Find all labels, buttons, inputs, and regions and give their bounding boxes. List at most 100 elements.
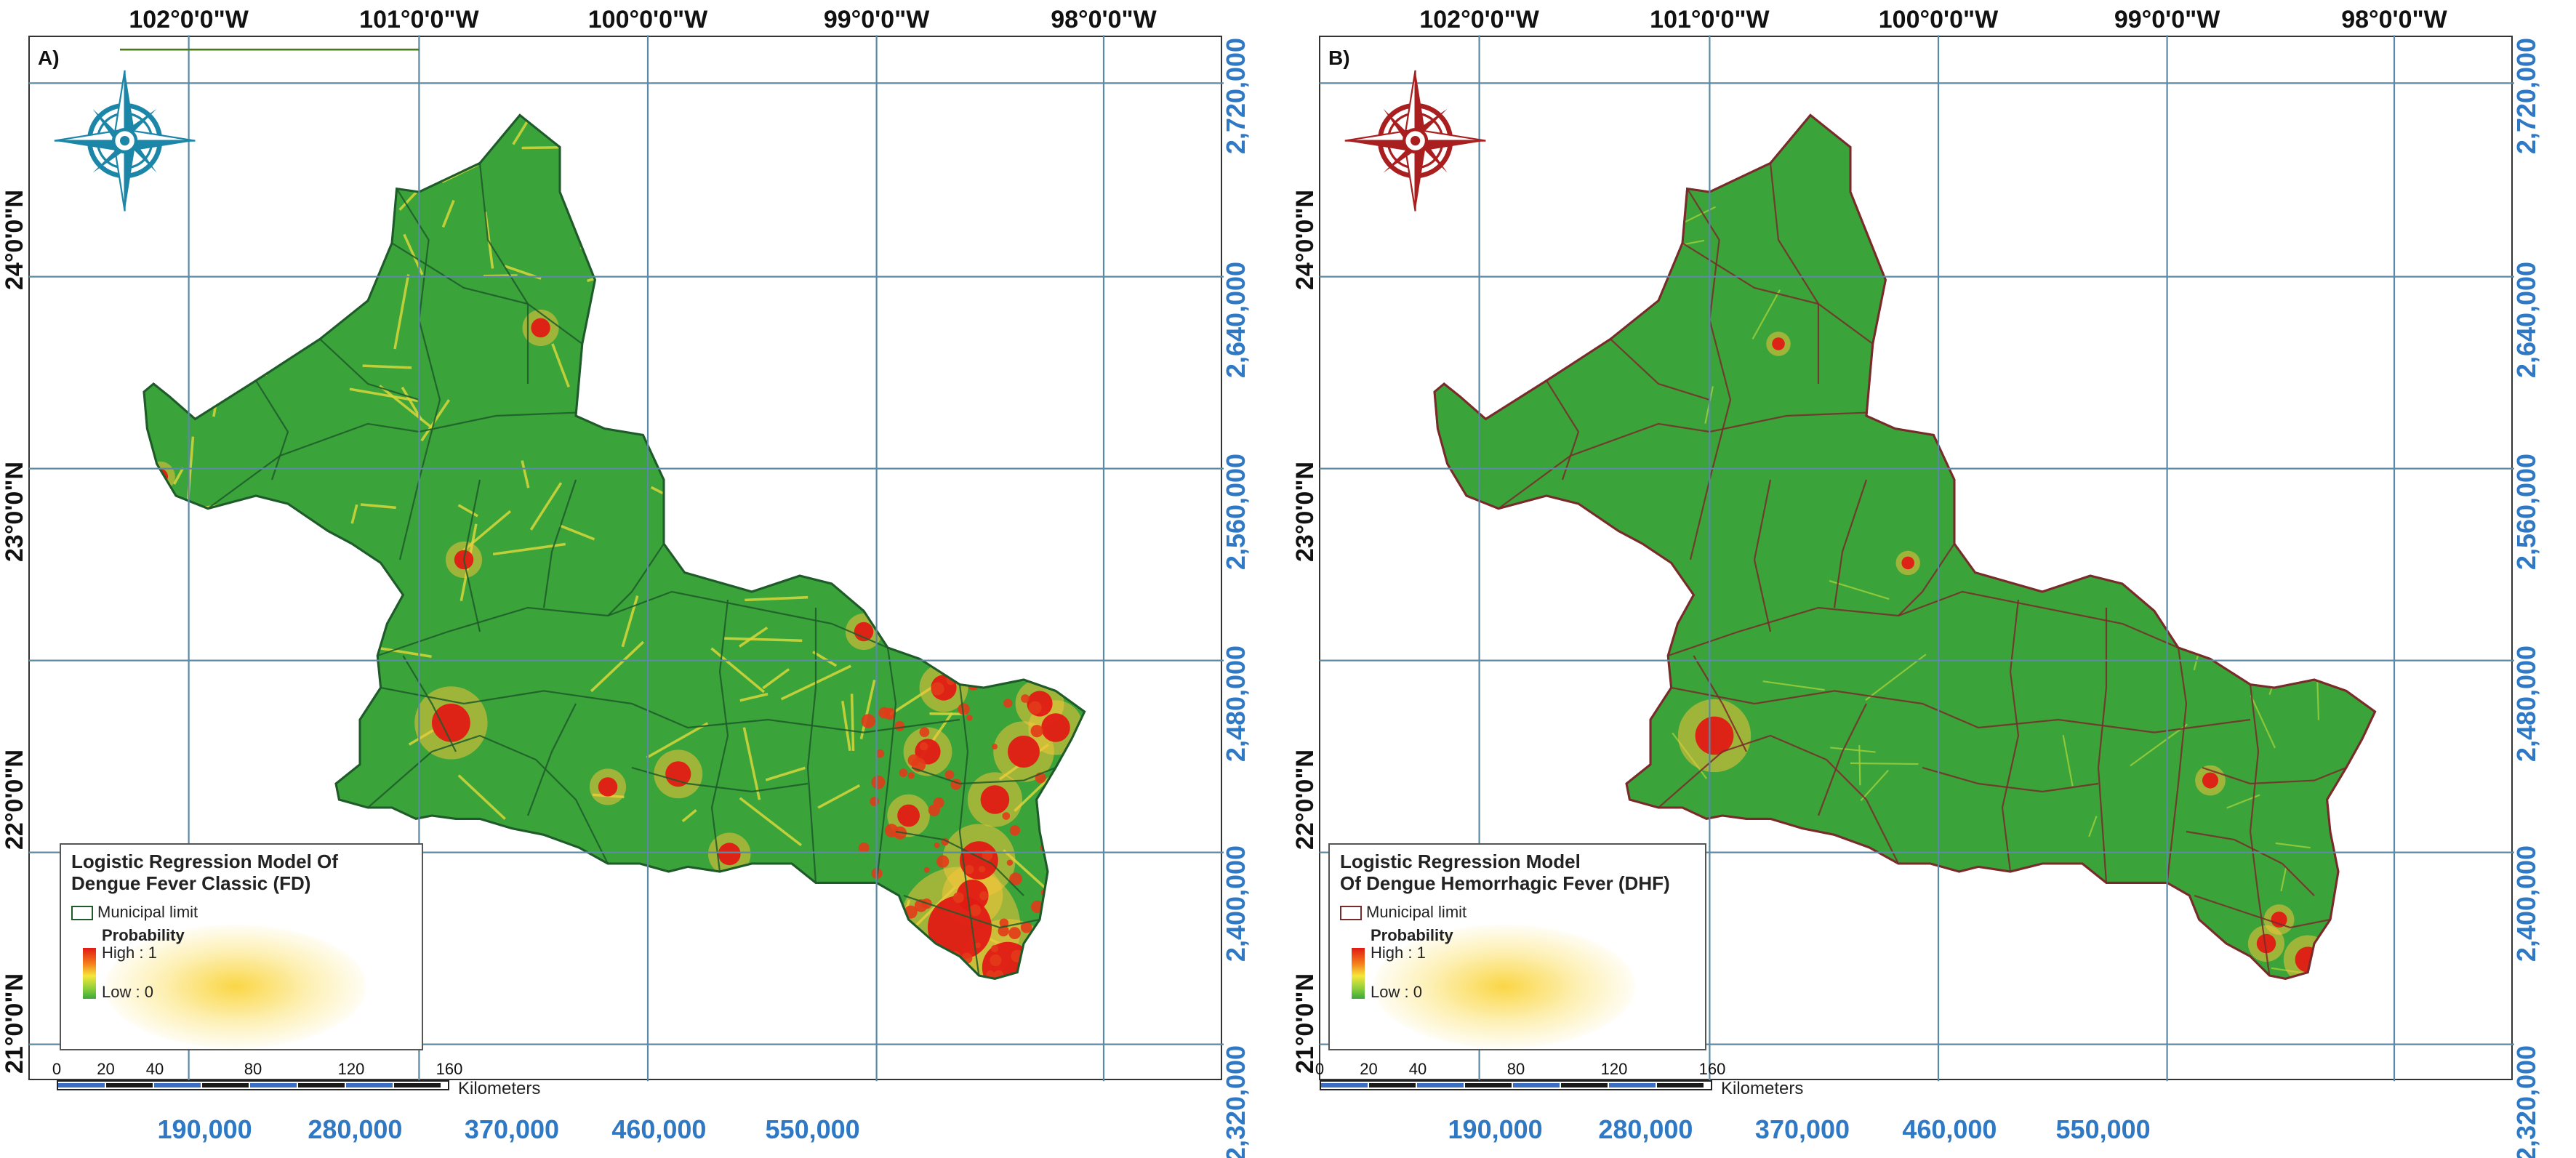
scale-bar-segment: [58, 1083, 105, 1087]
northing-label: 2,720,000: [1221, 37, 1251, 155]
risk-speckle: [936, 855, 950, 868]
risk-speckle: [870, 797, 880, 806]
probability-color-ramp: [83, 948, 96, 999]
risk-speckle: [1030, 725, 1043, 738]
municipal-boundary: [1682, 242, 1874, 345]
risk-speckle: [991, 944, 999, 952]
northing-label: 2,640,000: [1221, 261, 1251, 379]
scale-bar-segment: [1369, 1083, 1416, 1087]
longitude-label: 98°0'0"W: [2341, 6, 2447, 33]
risk-speckle: [964, 864, 974, 874]
risk-corridor: [371, 646, 432, 658]
high-label: High : 1: [1371, 944, 1426, 962]
risk-hotspot: [1695, 716, 1734, 755]
legend-title-line: Logistic Regression Model: [1340, 851, 1581, 872]
risk-corridor: [2088, 816, 2098, 837]
northing-label: 2,400,000: [2511, 845, 2541, 962]
risk-speckle: [979, 866, 986, 873]
low-label: Low : 0: [102, 983, 153, 1001]
latitude-label: 24°0'0"N: [1291, 190, 1319, 290]
municipal-boundary: [2097, 608, 2108, 883]
scale-tick-label: 0: [1315, 1060, 1325, 1078]
scale-tick-label: 120: [1600, 1060, 1628, 1078]
risk-hotspot: [2202, 772, 2218, 789]
risk-speckle: [1021, 694, 1030, 703]
risk-speckle: [1028, 701, 1042, 715]
municipal-boundary: [607, 543, 665, 616]
legend-title-line: Of Dengue Hemorrhagic Fever (DHF): [1340, 872, 1670, 894]
risk-corridor: [859, 679, 876, 740]
risk-speckle: [1006, 859, 1014, 866]
risk-speckle: [958, 703, 970, 715]
legend-background-glow: [1373, 925, 1635, 1048]
longitude-label: 100°0'0"W: [587, 6, 708, 33]
latitude-label: 22°0'0"N: [1291, 749, 1319, 850]
scale-bar-segment: [1657, 1083, 1704, 1087]
risk-corridor: [529, 482, 563, 531]
scale-bar-segment: [1417, 1083, 1464, 1087]
municipal-boundary: [319, 338, 420, 401]
scale-bar-graphic: [57, 1080, 449, 1090]
scale-bar-segment: [394, 1083, 441, 1087]
longitude-label: 101°0'0"W: [359, 6, 479, 33]
risk-speckle: [1002, 812, 1011, 820]
risk-corridor: [393, 274, 410, 350]
risk-speckle: [934, 842, 940, 848]
northing-label: 2,480,000: [1221, 645, 1251, 763]
risk-hotspot: [1041, 713, 1070, 742]
easting-label: 550,000: [2055, 1114, 2151, 1144]
risk-speckle: [861, 714, 876, 728]
risk-hotspot: [1901, 556, 1914, 570]
legend-title-line: Logistic Regression Model Of: [71, 851, 338, 872]
northing-label: 2,480,000: [2511, 645, 2541, 763]
longitude-label: 99°0'0"W: [2114, 6, 2220, 33]
risk-speckle: [969, 904, 982, 917]
municipal-boundary: [2202, 766, 2347, 785]
easting-label: 190,000: [157, 1114, 252, 1144]
municipal-boundary: [875, 647, 897, 883]
municipal-boundary: [1769, 163, 1820, 385]
graticule: [1319, 35, 2515, 1082]
municipal-boundary: [958, 684, 980, 976]
easting-label: 370,000: [464, 1114, 560, 1144]
risk-corridor: [812, 651, 838, 667]
state-outline: [143, 113, 1086, 980]
scale-bar-segment: [1561, 1083, 1608, 1087]
risk-speckle: [944, 770, 955, 779]
latitude-label: 22°0'0"N: [1, 749, 28, 850]
municipal-boundary: [806, 608, 817, 883]
municipal-boundary: [911, 766, 1056, 785]
northing-label: 2,320,000: [1221, 1045, 1251, 1158]
municipal-boundary: [526, 703, 577, 816]
municipal-boundary: [1671, 686, 2251, 733]
latitude-label: 21°0'0"N: [1291, 973, 1319, 1074]
risk-corridor: [590, 640, 645, 693]
graticule: [28, 35, 1224, 1082]
map-legend: Logistic Regression Model Of Dengue Fever…: [60, 843, 423, 1050]
risk-corridor: [457, 774, 506, 820]
municipal-boundary: [380, 686, 960, 733]
risk-speckle: [923, 867, 930, 873]
risk-speckle: [875, 749, 885, 758]
municipal-boundary: [402, 655, 457, 752]
risk-corridor: [1858, 745, 1861, 786]
latitude-label: 23°0'0"N: [1, 462, 28, 562]
scale-tick-label: 160: [436, 1060, 463, 1078]
municipal-boundary: [2001, 599, 2020, 872]
risk-corridor: [621, 595, 639, 648]
risk-corridor: [349, 387, 418, 403]
risk-corridor: [739, 797, 803, 847]
risk-hotspot: [531, 318, 550, 338]
risk-corridor: [841, 701, 851, 752]
map-content: [28, 35, 1224, 1082]
risk-speckle: [1008, 927, 1021, 940]
risk-speckle: [884, 824, 899, 838]
risk-hotspot: [2256, 933, 2276, 954]
risk-corridor: [362, 364, 412, 369]
risk-corridor: [646, 722, 709, 759]
map-panel-a: A) 102°0'0"W 101°0'0"W 100°0'0"W 99°0'0"W 98°…: [0, 0, 1269, 1158]
state-outline: [1433, 113, 2377, 980]
municipal-boundary: [207, 411, 577, 510]
risk-hotspot: [2271, 912, 2287, 928]
risk-corridor: [817, 784, 861, 809]
